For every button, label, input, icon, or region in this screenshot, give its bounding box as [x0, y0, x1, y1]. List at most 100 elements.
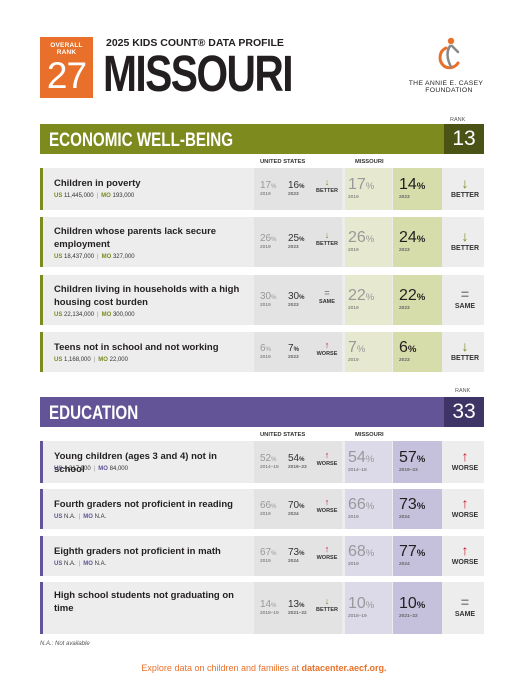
- mo-values: 7% 2019 6% 2023: [345, 332, 442, 372]
- equals-icon: =: [460, 286, 470, 302]
- us-previous-value-year: 2019: [260, 355, 271, 360]
- mo-current-value: 77% 2024: [399, 543, 425, 567]
- mo-trend-label: BETTER: [451, 355, 479, 362]
- arrow-down-icon: ↓: [324, 177, 330, 187]
- econ-rank-label: RANK: [450, 117, 466, 123]
- edu-col-header-mo: MISSOURI: [355, 432, 384, 438]
- row-accent-bar: [40, 217, 43, 267]
- edu-col-header-us: UNITED STATES: [260, 432, 306, 438]
- us-current-value: 7% 2023: [288, 343, 299, 360]
- us-current-value-number: 16: [288, 180, 300, 191]
- us-previous-value: 14% 2018–19: [260, 599, 279, 616]
- overall-rank-label: OVERALL RANK: [50, 42, 83, 56]
- us-values: 26% 2019 25% 2023 ↓ BETTER: [254, 217, 342, 267]
- overall-rank-badge: OVERALL RANK 27: [40, 37, 93, 98]
- equals-icon: =: [324, 288, 330, 298]
- mo-previous-cell: 17% 2019: [345, 168, 392, 210]
- mo-trend: ↓ BETTER: [446, 176, 484, 199]
- mo-trend-label: BETTER: [451, 245, 479, 252]
- mo-current-value-percent: %: [416, 292, 426, 303]
- count-separator: |: [78, 561, 81, 567]
- us-current-value-number: 30: [288, 291, 300, 302]
- us-trend-label: SAME: [319, 299, 335, 305]
- mo-current-cell: 6% 2023: [393, 332, 442, 372]
- mo-current-value-percent: %: [416, 181, 426, 192]
- econ-col-header-us: UNITED STATES: [260, 159, 306, 165]
- us-current-value-percent: %: [299, 551, 305, 557]
- mo-previous-cell: 68% 2019: [345, 536, 392, 576]
- us-current-value: 70% 2024: [288, 500, 304, 517]
- overall-rank-value: 27: [46, 55, 87, 96]
- row-accent-bar: [40, 168, 43, 210]
- mo-count-label: MO: [101, 254, 112, 260]
- us-values: 67% 2019 73% 2024 ↑ WORSE: [254, 536, 342, 576]
- us-current-value-number: 13: [288, 599, 300, 610]
- mo-current-cell: 22% 2023: [393, 275, 442, 325]
- mo-previous-cell: 26% 2019: [345, 217, 392, 267]
- mo-count-label: MO: [98, 466, 108, 472]
- us-count-label: US: [54, 514, 63, 520]
- indicator-row: Fourth graders not proficient in reading…: [40, 489, 484, 529]
- us-previous-value: 66% 2019: [260, 500, 276, 517]
- mo-current-value-percent: %: [416, 501, 426, 512]
- mo-current-value-year: 2023: [399, 195, 410, 200]
- footer-text: Explore data on children and families at: [141, 663, 302, 673]
- mo-count-value: 327,000: [112, 254, 135, 260]
- mo-previous-cell: 66% 2019: [345, 489, 392, 529]
- mo-current-value: 14% 2023: [399, 176, 425, 200]
- row-accent-bar: [40, 332, 43, 372]
- indicator-label: Teens not in school and not working: [54, 342, 219, 353]
- us-values: 52% 2014–18 54% 2019–23 ↑ WORSE: [254, 441, 342, 483]
- footer-link[interactable]: datacenter.aecf.org.: [301, 663, 387, 673]
- foundation-name-line2: FOUNDATION: [425, 87, 473, 94]
- mo-current-value-number: 6: [399, 339, 408, 356]
- us-previous-value-number: 14: [260, 599, 272, 610]
- indicator-row: Children whose parents lack secure emplo…: [40, 217, 484, 267]
- mo-current-cell: 73% 2024: [393, 489, 442, 529]
- mo-current-value-percent: %: [416, 548, 426, 559]
- mo-previous-cell: 10% 2018–19: [345, 582, 392, 634]
- mo-current-cell: 14% 2023: [393, 168, 442, 210]
- us-previous-value-year: 2019: [260, 559, 271, 564]
- indicator-label: Children whose parents lack secure emplo…: [54, 226, 217, 250]
- mo-trend-label: SAME: [454, 303, 476, 310]
- us-trend: ↑ WORSE: [314, 451, 340, 468]
- indicator-label: Eighth graders not proficient in math: [54, 546, 221, 557]
- econ-section-rank: 13: [444, 124, 484, 154]
- edu-section-rank: 33: [444, 397, 484, 427]
- mo-values: 54% 2014–18 57% 2019–23: [345, 441, 442, 483]
- foundation-name-line1: THE ANNIE E. CASEY: [408, 80, 484, 87]
- us-trend: = SAME: [314, 288, 340, 306]
- arrow-up-icon: ↑: [461, 448, 469, 464]
- indicator-row: Children living in households with a hig…: [40, 275, 484, 325]
- foundation-logo-icon: [438, 37, 460, 70]
- mo-current-value-year: 2024: [399, 515, 410, 520]
- us-current-value-year: 2024: [288, 512, 299, 517]
- us-previous-value-percent: %: [271, 237, 277, 243]
- mo-count-label: MO: [98, 357, 108, 363]
- arrow-down-icon: ↓: [324, 230, 330, 240]
- indicator-counts: US N.A. | MO N.A.: [54, 514, 106, 520]
- mo-previous-value-number: 54: [348, 449, 366, 466]
- indicator-row: Young children (ages 3 and 4) not in sch…: [40, 441, 484, 483]
- us-current-value-number: 70: [288, 500, 300, 511]
- mo-current-value-year: 2024: [399, 562, 410, 567]
- mo-previous-value: 54% 2014–18: [348, 449, 374, 473]
- indicator-row: High school students not graduating on t…: [40, 582, 484, 634]
- us-previous-value-percent: %: [271, 184, 277, 190]
- us-current-value-percent: %: [299, 504, 305, 510]
- mo-previous-value-year: 2019: [348, 195, 359, 200]
- row-accent-bar: [40, 441, 43, 483]
- us-values: 6% 2019 7% 2023 ↑ WORSE: [254, 332, 342, 372]
- mo-values: 66% 2019 73% 2024: [345, 489, 442, 529]
- us-previous-value: 17% 2019: [260, 180, 276, 197]
- us-previous-value-number: 67: [260, 547, 272, 558]
- mo-previous-value: 68% 2019: [348, 543, 374, 567]
- us-current-value-number: 54: [288, 453, 300, 464]
- mo-previous-value-percent: %: [365, 292, 375, 303]
- us-current-value: 16% 2023: [288, 180, 304, 197]
- us-trend-label: BETTER: [316, 188, 338, 194]
- mo-current-cell: 24% 2023: [393, 217, 442, 267]
- us-previous-value-number: 6: [260, 343, 266, 354]
- edu-rank-label: RANK: [455, 388, 471, 394]
